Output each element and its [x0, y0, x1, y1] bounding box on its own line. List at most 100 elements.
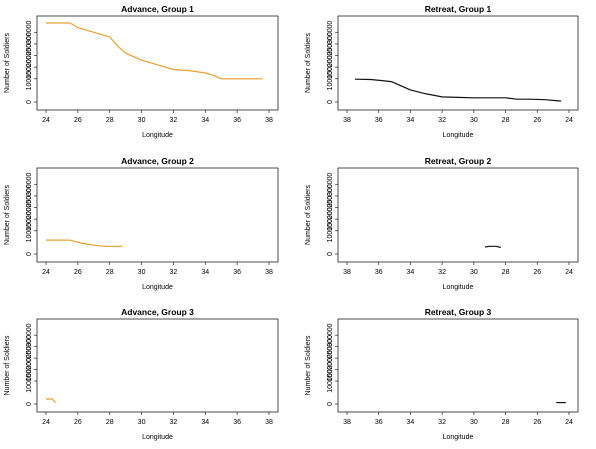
series-line [354, 78, 562, 102]
plot-frame [36, 167, 279, 263]
series-line [46, 239, 123, 247]
y-tick-label: 300000 [26, 173, 33, 196]
y-tick-label: 250000 [26, 335, 33, 358]
x-tick-label: 32 [438, 117, 446, 124]
plot-frame [337, 15, 579, 111]
chart-panel-4: Retreat, Group 2 38 36 34 32 30 28 26 24 Longitud… [305, 156, 579, 291]
series-line [46, 398, 56, 404]
y-tick-label: 0 [327, 100, 334, 104]
plot-frame [337, 318, 579, 413]
x-tick-label: 30 [470, 269, 478, 276]
x-tick-label: 28 [502, 269, 510, 276]
x-tick-label: 34 [407, 269, 415, 276]
plot-frame [337, 167, 579, 263]
y-tick-label: 200000 [26, 44, 33, 67]
x-tick-label: 26 [74, 269, 82, 276]
y-tick-label: 250000 [26, 184, 33, 207]
x-tick-label: 32 [170, 269, 178, 276]
chart-panel-6: Retreat, Group 3 38 36 34 32 30 28 26 24 Longitud… [305, 307, 579, 441]
x-tick-label: 30 [470, 117, 478, 124]
x-tick-label: 28 [106, 419, 114, 426]
x-tick-label: 34 [201, 117, 209, 124]
chart-panel-5: Advance, Group 3 24 26 28 30 32 34 36 38 Longitud… [4, 307, 279, 441]
y-tick-label: 0 [26, 402, 33, 406]
chart-title: Retreat, Group 2 [425, 156, 492, 166]
x-tick-label: 30 [138, 117, 146, 124]
x-tick-label: 26 [74, 117, 82, 124]
y-tick-label: 100000 [327, 67, 334, 90]
x-tick-label: 36 [233, 117, 241, 124]
x-tick-label: 36 [233, 419, 241, 426]
x-tick-label: 24 [42, 117, 50, 124]
x-tick-label: 34 [201, 269, 209, 276]
y-tick-label: 100000 [327, 369, 334, 392]
y-tick-label: 0 [327, 252, 334, 256]
x-tick-label: 36 [375, 269, 383, 276]
x-tick-label: 34 [201, 419, 209, 426]
chart-title: Retreat, Group 1 [425, 4, 492, 14]
y-tick-label: 200000 [26, 196, 33, 219]
x-tick-label: 38 [343, 117, 351, 124]
x-axis-label: Longitude [443, 132, 474, 139]
x-tick-label: 34 [407, 419, 415, 426]
x-tick-label: 28 [502, 419, 510, 426]
x-tick-label: 28 [106, 117, 114, 124]
y-tick-label: 250000 [327, 335, 334, 358]
y-tick-label: 150000 [26, 358, 33, 381]
y-tick-label: 100000 [26, 369, 33, 392]
y-tick-label: 250000 [26, 32, 33, 55]
y-axis-label: Number of Soldiers [4, 335, 11, 395]
y-tick-label: 200000 [327, 44, 334, 67]
x-tick-label: 26 [533, 269, 541, 276]
y-axis-label: Number of Soldiers [4, 33, 11, 93]
y-tick-label: 150000 [327, 55, 334, 78]
x-tick-label: 38 [265, 419, 273, 426]
x-axis-label: Longitude [142, 434, 173, 441]
x-tick-label: 32 [170, 117, 178, 124]
y-tick-label: 150000 [327, 358, 334, 381]
y-tick-label: 300000 [327, 21, 334, 44]
y-axis-label: Number of Soldiers [305, 335, 312, 395]
x-axis-label: Longitude [142, 284, 173, 291]
plot-frame [36, 318, 279, 413]
chart-panel-2: Retreat, Group 1 38 36 34 32 30 28 26 24 Longitud… [305, 4, 579, 139]
x-tick-label: 26 [533, 419, 541, 426]
y-tick-label: 0 [26, 252, 33, 256]
series-line [484, 245, 501, 249]
x-tick-label: 24 [42, 419, 50, 426]
x-axis-label: Longitude [443, 284, 474, 291]
x-tick-label: 38 [265, 117, 273, 124]
y-tick-label: 200000 [26, 346, 33, 369]
x-tick-label: 38 [343, 419, 351, 426]
x-tick-label: 30 [138, 419, 146, 426]
y-tick-label: 100000 [327, 219, 334, 242]
x-tick-label: 24 [565, 419, 573, 426]
y-tick-label: 100000 [26, 67, 33, 90]
y-tick-label: 250000 [327, 184, 334, 207]
x-tick-label: 24 [42, 269, 50, 276]
chart-title: Advance, Group 1 [121, 4, 194, 14]
y-axis-label: Number of Soldiers [305, 33, 312, 93]
x-tick-label: 28 [106, 269, 114, 276]
x-tick-label: 30 [470, 419, 478, 426]
y-tick-label: 300000 [26, 21, 33, 44]
y-tick-label: 150000 [327, 207, 334, 230]
x-tick-label: 24 [565, 269, 573, 276]
y-tick-label: 150000 [26, 207, 33, 230]
y-axis-label: Number of Soldiers [305, 185, 312, 245]
y-tick-label: 250000 [327, 32, 334, 55]
x-tick-label: 26 [533, 117, 541, 124]
y-tick-label: 100000 [26, 219, 33, 242]
chart-title: Retreat, Group 3 [425, 307, 492, 317]
plot-frame [36, 15, 279, 111]
x-tick-label: 28 [502, 117, 510, 124]
x-tick-label: 36 [233, 269, 241, 276]
y-axis-label: Number of Soldiers [4, 185, 11, 245]
x-tick-label: 32 [170, 419, 178, 426]
y-tick-label: 150000 [26, 55, 33, 78]
chart-title: Advance, Group 3 [121, 307, 194, 317]
x-tick-label: 32 [438, 269, 446, 276]
y-tick-label: 200000 [327, 346, 334, 369]
x-tick-label: 36 [375, 419, 383, 426]
